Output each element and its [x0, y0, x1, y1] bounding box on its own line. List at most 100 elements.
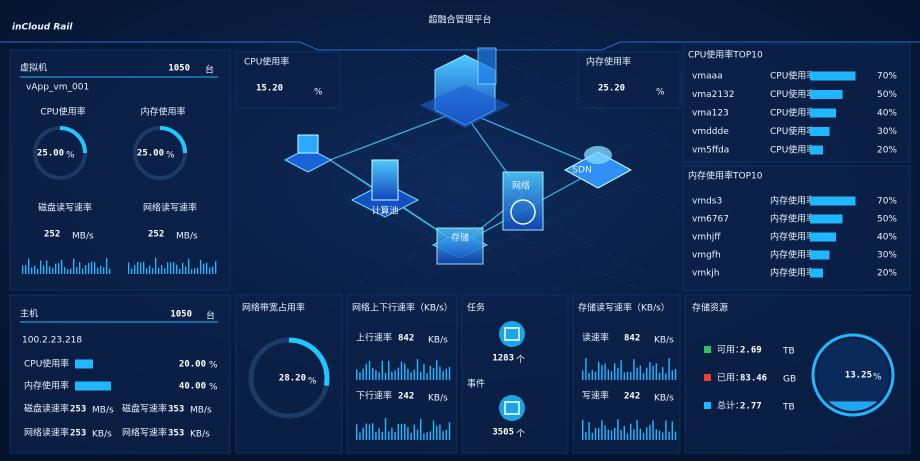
unit: MB/s	[72, 232, 94, 242]
value: 20.00	[179, 360, 206, 370]
activity-bar	[182, 262, 184, 274]
activity-bar	[131, 268, 133, 274]
metric-label: 磁盘读写速率	[38, 202, 92, 214]
panel-title: 主机	[20, 308, 38, 320]
activity-bar	[617, 419, 619, 440]
vm-name: vmkjh	[692, 269, 720, 279]
activity-bar	[76, 267, 78, 274]
activity-bar	[420, 418, 422, 440]
activity-bar	[365, 423, 368, 440]
activity-bar	[413, 369, 416, 380]
metric-label: CPU使用率	[770, 144, 815, 156]
value: 842	[398, 334, 414, 344]
metric-label: 网络读速率	[24, 427, 69, 439]
unit: MB/s	[176, 232, 198, 242]
panel	[577, 51, 681, 109]
usage-bar	[75, 381, 111, 391]
metric-label: 内存使用率	[770, 267, 815, 279]
activity-bar	[161, 265, 163, 274]
activity-bar	[420, 371, 422, 380]
task-icon-glyph	[504, 401, 520, 415]
value-label: 40%	[877, 109, 897, 119]
activity-bar	[212, 266, 214, 274]
activity-bar	[209, 267, 211, 274]
activity-bar	[378, 428, 380, 440]
unit: 台	[205, 64, 214, 76]
panel-title: 存储读写速率（KB/s）	[578, 302, 670, 314]
gauge-arc	[288, 337, 330, 387]
activity-bar	[404, 363, 406, 380]
activity-bar	[585, 431, 587, 440]
metric-label: 读速率	[582, 332, 609, 344]
compute-node	[350, 159, 420, 218]
activity-bar	[649, 362, 651, 380]
activity-bar	[152, 268, 154, 274]
activity-bar	[404, 423, 406, 440]
panel-title: CPU使用率TOP10	[688, 49, 763, 61]
activity-bar	[368, 424, 371, 440]
vm-name: vApp_vm_001	[26, 83, 89, 93]
activity-bar	[362, 427, 364, 440]
network-node	[502, 171, 544, 231]
activity-bar	[588, 422, 590, 440]
activity-bar	[34, 265, 36, 274]
activity-bar	[416, 359, 419, 380]
activity-bar	[607, 429, 610, 440]
activity-bar	[372, 368, 374, 380]
task-icon	[499, 321, 525, 347]
activity-bar	[439, 366, 441, 380]
activity-bar	[106, 258, 108, 274]
activity-bar	[79, 262, 81, 274]
activity-bar	[394, 432, 396, 440]
value: 353	[168, 429, 184, 439]
activity-bar	[64, 267, 66, 274]
server-stack	[420, 47, 510, 128]
activity-bar	[662, 367, 664, 380]
activity-bar	[413, 424, 416, 440]
activity-bar	[639, 428, 642, 440]
activity-bar	[646, 427, 648, 440]
gauge-ring	[811, 333, 895, 417]
activity-bar	[662, 432, 664, 440]
usage-bar	[810, 71, 856, 81]
value: 1050	[168, 64, 190, 74]
panel	[9, 49, 231, 291]
activity-bar	[652, 420, 654, 440]
metric-label: 内存使用率	[770, 195, 815, 207]
activity-bar	[623, 372, 626, 380]
activity-bar	[639, 365, 642, 380]
activity-bar	[429, 431, 432, 440]
usage-bar	[810, 145, 823, 155]
vm-name: vmaaa	[692, 72, 723, 82]
unit: %	[166, 151, 175, 161]
metric-label: 磁盘写速率	[122, 403, 167, 415]
metric-label: 内存使用率	[770, 213, 815, 225]
activity-bar	[388, 431, 390, 440]
unit: %	[209, 361, 218, 371]
value: 253	[70, 429, 86, 439]
host-ip: 100.2.23.218	[22, 336, 82, 346]
activity-bar	[375, 369, 377, 380]
value-label: 70%	[877, 197, 897, 207]
activity-bar	[203, 263, 205, 274]
activity-bar	[61, 259, 63, 274]
activity-bar	[388, 360, 390, 380]
unit: 个	[516, 355, 525, 366]
value: 13.25	[845, 371, 872, 381]
activity-bar	[146, 268, 148, 274]
activity-bar	[610, 430, 613, 440]
activity-bar	[407, 368, 409, 380]
unit: %	[209, 383, 218, 393]
activity-bar	[674, 368, 677, 380]
node-label: SDN	[572, 166, 591, 176]
activity-bar	[445, 368, 448, 380]
activity-bar	[442, 431, 444, 440]
unit: TB	[782, 403, 795, 413]
usage-bar	[810, 127, 830, 136]
panel-title: 网络上下行速率（KB/s）	[352, 302, 453, 314]
activity-bar	[149, 265, 151, 274]
activity-bar	[397, 367, 400, 380]
activity-bar	[636, 367, 638, 380]
task-icon	[499, 395, 525, 421]
activity-bar	[598, 428, 600, 440]
